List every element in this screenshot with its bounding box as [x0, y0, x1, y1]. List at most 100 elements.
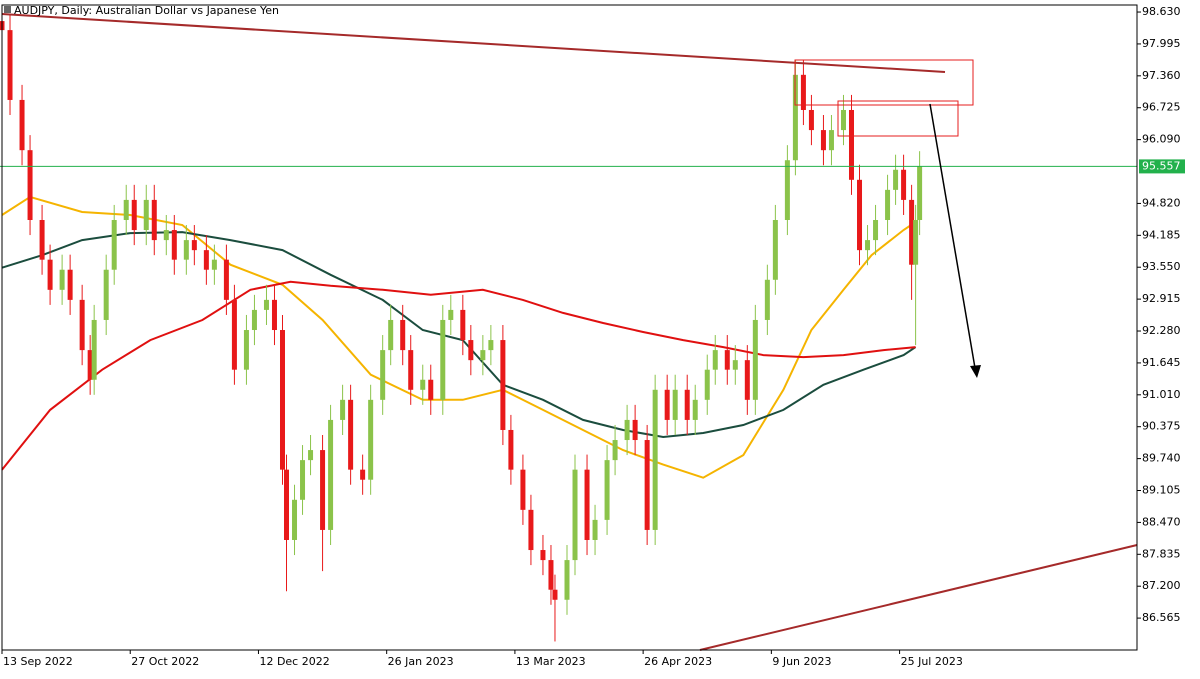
y-tick-label: 96.725 [1142, 101, 1181, 114]
y-tick-label: 94.185 [1142, 228, 1181, 241]
candle-body [540, 550, 546, 561]
x-tick-label: 13 Sep 2022 [3, 655, 73, 668]
candle-body [848, 109, 854, 180]
candle-body [292, 499, 298, 540]
x-tick-label: 26 Jan 2023 [388, 655, 454, 668]
candle-body [865, 240, 871, 251]
candle-body [408, 350, 414, 390]
candle-body [308, 450, 314, 461]
candle-body [348, 399, 354, 470]
candle-body [263, 299, 269, 310]
candle-body [612, 440, 618, 461]
candle-body [420, 379, 426, 390]
projection-arrow [929, 103, 976, 369]
candle-body [664, 389, 670, 420]
y-tick-label: 89.740 [1142, 452, 1181, 465]
candle-body [792, 74, 798, 161]
candle-body [460, 309, 466, 341]
y-tick-label: 97.360 [1142, 69, 1181, 82]
candle-body [885, 189, 891, 220]
candle-body [632, 419, 638, 441]
current-price-box [1139, 159, 1185, 174]
candle-body [111, 220, 117, 270]
plot-area [0, 6, 1137, 642]
plot-frame [1, 4, 1138, 651]
candle-body [243, 330, 249, 370]
candle-body [131, 199, 137, 231]
candle-body [67, 269, 73, 300]
candle-body [171, 230, 177, 260]
candle-body [191, 240, 197, 251]
candle-body [123, 199, 129, 220]
candle-body [552, 589, 558, 600]
candle-body [652, 389, 658, 530]
moving-average [1, 280, 916, 471]
y-tick-label: 92.915 [1142, 292, 1181, 305]
y-tick-label: 96.090 [1142, 133, 1181, 146]
candle-body [752, 319, 758, 400]
candle-body [684, 389, 690, 420]
candle-body [828, 130, 834, 151]
arrow-head [970, 365, 981, 378]
x-tick-label: 25 Jul 2023 [901, 655, 963, 668]
candle-body [808, 109, 814, 131]
candle-body [712, 350, 718, 370]
candle-body [857, 179, 863, 251]
candle-body [251, 309, 257, 331]
x-tick-label: 13 Mar 2023 [516, 655, 586, 668]
candle-body [820, 130, 826, 151]
candle-body [468, 340, 474, 361]
supply-zone [837, 100, 959, 137]
candle-body [47, 259, 53, 290]
support-trendline [699, 544, 1138, 651]
candle-body [103, 269, 109, 320]
candle-body [913, 220, 919, 265]
x-tick-label: 9 Jun 2023 [772, 655, 831, 668]
candle-body [223, 259, 229, 300]
y-tick-label: 94.820 [1142, 196, 1181, 209]
candle-body [901, 169, 907, 200]
candle-body [87, 350, 93, 380]
symbol-icon [4, 6, 11, 13]
candle-body [592, 519, 598, 540]
resistance-trendline [1, 13, 946, 73]
candle-body [917, 166, 923, 220]
candle-body [7, 30, 13, 100]
candle-body [480, 350, 486, 361]
candle-body [368, 399, 374, 480]
candle-body [724, 350, 730, 370]
candle-body [400, 319, 406, 351]
candle-body [500, 340, 506, 430]
candle-body [893, 169, 899, 190]
candle-body [163, 230, 169, 241]
candle-body [271, 299, 277, 331]
y-tick-label: 97.995 [1142, 37, 1181, 50]
y-tick-label: 98.630 [1142, 5, 1181, 18]
candle-body [672, 389, 678, 420]
candle-body [644, 440, 650, 530]
y-tick-label: 89.105 [1142, 484, 1181, 497]
candle-body [732, 360, 738, 370]
ticks: 98.630 97.995 97.360 96.725 96.090 94.820 94.1… [1, 5, 1181, 668]
y-tick-label: 88.470 [1142, 515, 1181, 528]
candle-body [231, 299, 237, 370]
candle-body [151, 199, 157, 241]
candle-body [604, 460, 610, 520]
candle-body [440, 319, 446, 400]
candle-body [909, 199, 915, 265]
candle-body [380, 350, 386, 400]
x-tick-label: 27 Oct 2022 [131, 655, 199, 668]
candle-body [584, 469, 590, 540]
chart-title: AUDJPY, Daily: Australian Dollar vs Japa… [14, 4, 279, 17]
y-tick-label: 87.200 [1142, 579, 1181, 592]
candle-body [772, 220, 778, 280]
candle-body [704, 369, 710, 400]
candle-body [624, 419, 630, 441]
candle-body [79, 299, 85, 351]
candle-body [143, 199, 149, 231]
y-tick-label: 93.550 [1142, 260, 1181, 273]
y-tick-label: 87.835 [1142, 547, 1181, 560]
